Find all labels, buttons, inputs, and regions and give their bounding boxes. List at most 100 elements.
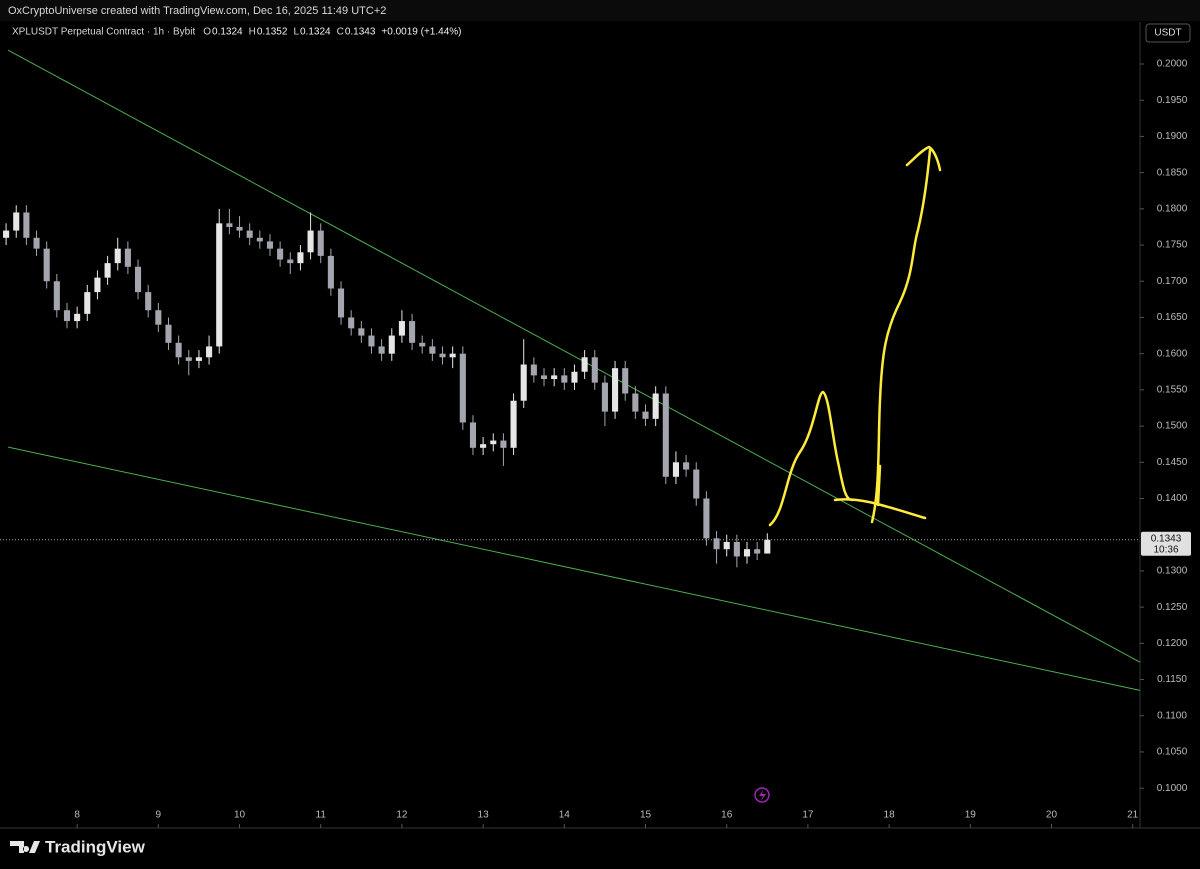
x-tick-label: 14	[559, 810, 571, 821]
candle-body	[53, 281, 60, 311]
candle-body	[419, 342, 426, 347]
candle-body	[84, 292, 91, 314]
ohlc-label: L	[293, 27, 299, 38]
top-bar	[0, 0, 1200, 21]
x-tick-label: 21	[1127, 810, 1139, 821]
x-tick-label: 20	[1046, 810, 1058, 821]
y-tick-label: 0.1150	[1157, 674, 1187, 685]
x-tick-label: 15	[640, 810, 652, 821]
y-tick-label: 0.1750	[1157, 240, 1188, 251]
candle-body	[358, 328, 365, 336]
candle-body	[94, 277, 101, 293]
x-tick-label: 17	[802, 810, 814, 821]
x-tick-label: 18	[884, 810, 896, 821]
candle-body	[642, 411, 649, 419]
candle-body	[480, 444, 487, 448]
candle-body	[561, 375, 568, 383]
candle-body	[114, 248, 121, 264]
candle-body	[327, 255, 334, 289]
x-tick-label: 10	[234, 810, 246, 821]
candle-body	[236, 226, 243, 231]
candle-body	[378, 346, 385, 354]
ohlc-value: 0.1343	[345, 27, 376, 38]
candle-body	[632, 393, 639, 412]
candle-body	[449, 353, 456, 358]
candle-body	[63, 310, 71, 322]
y-tick-label: 0.1000	[1157, 783, 1188, 794]
candle-body	[754, 549, 761, 554]
candle-body	[226, 223, 233, 227]
candle-body	[317, 230, 324, 256]
plot: 0.1000 0.1050 0.1100 0.1150 0.1200 0.1250 0.13…	[0, 49, 1191, 828]
candle-body	[409, 321, 416, 343]
change: +0.0019 (+1.44%)	[381, 27, 461, 38]
y-tick-label: 0.1950	[1157, 95, 1188, 106]
chart-title: XPLUSDT Perpetual Contract · 1h · Bybit	[12, 27, 195, 38]
x-tick-label: 9	[156, 810, 162, 821]
candle-body	[601, 382, 608, 412]
candle-body	[23, 212, 30, 238]
candle-body	[469, 422, 477, 448]
candle-body	[307, 230, 314, 253]
candle-body	[713, 538, 720, 550]
y-tick-label: 0.1600	[1157, 348, 1188, 359]
candle-body	[297, 252, 304, 264]
candle-body	[764, 539, 771, 554]
y-tick-label: 0.1650	[1157, 312, 1188, 323]
event-icon[interactable]	[754, 787, 770, 803]
candle-body	[388, 335, 395, 354]
y-tick-label: 0.1100	[1157, 710, 1187, 721]
candle-body	[672, 462, 680, 477]
ohlc-value: 0.1324	[212, 27, 243, 38]
candle-body	[703, 498, 710, 539]
attribution: OxCryptoUniverse created with TradingVie…	[8, 5, 386, 17]
y-tick-label: 0.2000	[1157, 59, 1188, 70]
candle-body	[33, 237, 40, 249]
candle-body	[683, 462, 690, 470]
last-price-box	[1141, 531, 1191, 556]
ohlc-label: C	[337, 27, 344, 38]
candle-body	[266, 241, 274, 249]
y-tick-label: 0.1550	[1157, 385, 1188, 396]
candle-body	[612, 368, 619, 412]
candle-body	[733, 541, 740, 557]
brand: TradingView	[45, 837, 146, 856]
candle-body	[165, 324, 172, 343]
currency-button[interactable]	[1145, 23, 1191, 43]
candle-body	[622, 368, 629, 394]
candle-body	[723, 541, 730, 550]
candle-body	[256, 237, 263, 242]
candle-body	[743, 549, 751, 557]
candle-body	[134, 266, 142, 293]
candle-body	[500, 440, 507, 448]
candle-body	[652, 393, 659, 419]
y-tick-label: 0.1200	[1157, 638, 1188, 649]
x-tick-label: 16	[721, 810, 733, 821]
candle-body	[337, 288, 345, 318]
currency: USDT	[1154, 28, 1181, 39]
hand-drawing	[768, 145, 942, 527]
x-tick-label: 11	[316, 810, 327, 821]
candle-body	[571, 371, 578, 383]
y-tick-label: 0.1850	[1157, 167, 1188, 178]
candle-body	[74, 313, 81, 322]
candle-body	[155, 310, 162, 325]
candle-body	[510, 400, 517, 448]
candle-body	[693, 469, 700, 499]
x-tick-label: 12	[396, 810, 408, 821]
y-tick-label: 0.1900	[1157, 131, 1188, 142]
candle-body	[398, 321, 405, 336]
candle-body	[459, 353, 466, 423]
candle-body	[520, 364, 527, 401]
candle-body	[206, 346, 213, 358]
candle-body	[175, 342, 182, 358]
ohlc-value: 0.1352	[257, 27, 288, 38]
candle-body	[13, 212, 20, 231]
candle-body	[490, 440, 497, 445]
y-tick-label: 0.1700	[1157, 276, 1188, 287]
countdown: 10:36	[1153, 544, 1178, 555]
candle-body	[145, 292, 152, 311]
ohlc-label: H	[249, 27, 256, 38]
